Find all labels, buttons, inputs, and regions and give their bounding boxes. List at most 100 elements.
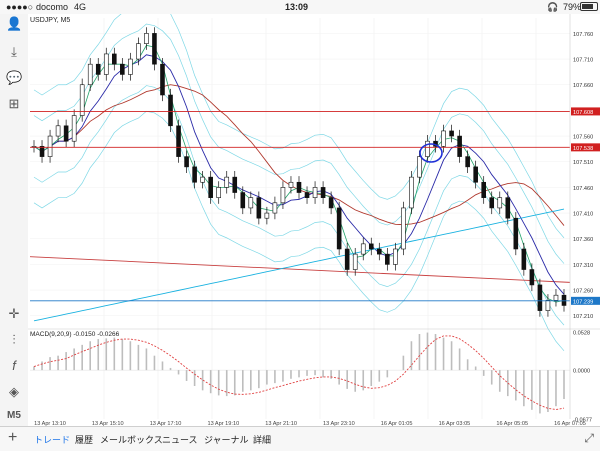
horizontal-lines (30, 110, 570, 302)
network: 4G (74, 2, 87, 12)
candle-body (344, 248, 350, 270)
price-tick: 107.360 (573, 237, 593, 243)
time-tick: 13 Apr 21:10 (265, 421, 297, 426)
tab-journal[interactable]: ジャーナル (204, 435, 249, 445)
macd-tick: 0.0000 (573, 369, 590, 375)
price-tick: 107.660 (573, 83, 593, 89)
function-icon[interactable]: f (12, 358, 16, 373)
candle-body (529, 269, 535, 286)
candle-body (521, 248, 527, 270)
candle-body (441, 130, 446, 147)
candle-body (401, 207, 406, 250)
add-icon[interactable]: ⊞ (8, 96, 20, 111)
price-chart[interactable]: 107.760 107.710 107.660 107.608 107.560 107.5… (28, 14, 600, 426)
time-tick: 13 Apr 17:10 (150, 421, 182, 426)
tab-history[interactable]: 履歴 (75, 435, 94, 445)
headphones-icon: 🎧 (547, 2, 559, 12)
candle-body (71, 115, 77, 142)
candle-body (128, 58, 133, 75)
candle-body (409, 176, 414, 209)
candle-body (425, 140, 430, 157)
price-tag (571, 107, 600, 116)
price-tick: 107.710 (573, 58, 593, 64)
candle-body (120, 63, 125, 75)
candle-body (489, 197, 495, 209)
crosshair-icon[interactable]: ⤓ (11, 44, 17, 59)
user-annotation-circle[interactable] (419, 143, 443, 163)
candle-body (264, 212, 270, 219)
tab-trade[interactable]: トレード (34, 435, 71, 445)
candle-body (112, 53, 117, 65)
tab-bar: + トレード 履歴 メールボックス ニュース ジャーナル 詳細 ⤢ (0, 426, 600, 451)
candle-body (352, 253, 358, 270)
band-upper (33, 14, 565, 239)
band-upper (33, 23, 565, 264)
candle-body (232, 176, 238, 193)
tab-mailbox[interactable]: メールボックス (100, 435, 163, 445)
price-tick: 107.560 (573, 135, 593, 141)
expand-icon[interactable]: ⤢ (584, 431, 594, 445)
candle-body (296, 181, 302, 193)
sidebar: 👤 ⤓ 💬 ⊞ ✛ ⫶ f ◈ M5 (0, 14, 29, 426)
candle-body (545, 300, 551, 311)
price-tick: 107.310 (573, 263, 593, 269)
candle-body (55, 125, 61, 137)
candle-body (224, 176, 230, 188)
band-lower (33, 110, 565, 352)
candle-body (457, 135, 462, 157)
candle-body (449, 130, 454, 137)
candle-body (280, 187, 286, 204)
time-tick: 13 Apr 15:10 (92, 421, 124, 426)
candle-body (176, 125, 181, 157)
time-axis: 13 Apr 13:10 13 Apr 15:10 13 Apr 17:10 13 A… (34, 421, 586, 426)
price-tick: 107.510 (573, 160, 593, 166)
status-bar: ●●●●○ docomo 4G 13:09 🎧 79% (0, 0, 600, 14)
candle-body (312, 187, 318, 198)
price-tick: 107.410 (573, 212, 593, 218)
price-tick: 107.460 (573, 186, 593, 192)
candle-type-icon[interactable]: ⫶ (12, 332, 16, 347)
tab-news[interactable]: ニュース (162, 435, 198, 445)
tab-details[interactable]: 詳細 (253, 435, 272, 445)
candle-body (79, 84, 85, 116)
candle-body (144, 33, 149, 44)
user-icon[interactable]: 👤 (6, 16, 23, 31)
candle-body (272, 202, 278, 214)
price-tick: 107.210 (573, 314, 593, 320)
chat-icon[interactable]: 💬 (6, 70, 23, 85)
candle-body (537, 284, 543, 311)
candle-body (248, 197, 254, 209)
time-tick: 13 Apr 19:10 (207, 421, 239, 426)
candle-body (136, 43, 141, 60)
candle-body (320, 187, 326, 198)
candle-body (168, 94, 173, 127)
time-tick: 13 Apr 23:10 (323, 421, 355, 426)
candle-body (505, 197, 511, 219)
candle-body (87, 63, 93, 86)
move-icon[interactable]: ✛ (8, 306, 20, 321)
candle-body (103, 53, 109, 75)
candle-body (360, 243, 366, 255)
candle-body (368, 243, 374, 250)
macd-signal (33, 335, 565, 410)
candle-body (481, 181, 486, 198)
candle-body (152, 33, 157, 65)
time-tick: 16 Apr 05:05 (496, 421, 528, 426)
candles (31, 27, 567, 317)
add-icon[interactable]: + (8, 429, 18, 446)
price-tick: 107.760 (573, 32, 593, 38)
price-tick: 107.608 (573, 110, 593, 116)
candle-body (417, 156, 422, 178)
price-tick: 107.239 (573, 299, 593, 305)
candle-body (256, 197, 262, 219)
price-axis: 107.760 107.710 107.660 107.608 107.560 107.5… (28, 14, 600, 419)
macd-tick: -0.0677 (573, 418, 592, 424)
price-tick: 107.260 (573, 289, 593, 295)
shapes-icon[interactable]: ◈ (9, 384, 19, 399)
candle-body (385, 253, 390, 265)
candle-body (208, 176, 213, 198)
timeframe-button[interactable]: M5 (7, 410, 21, 421)
candle-body (553, 294, 559, 301)
time-tick: 16 Apr 07:05 (554, 421, 586, 426)
candle-body (328, 197, 334, 209)
